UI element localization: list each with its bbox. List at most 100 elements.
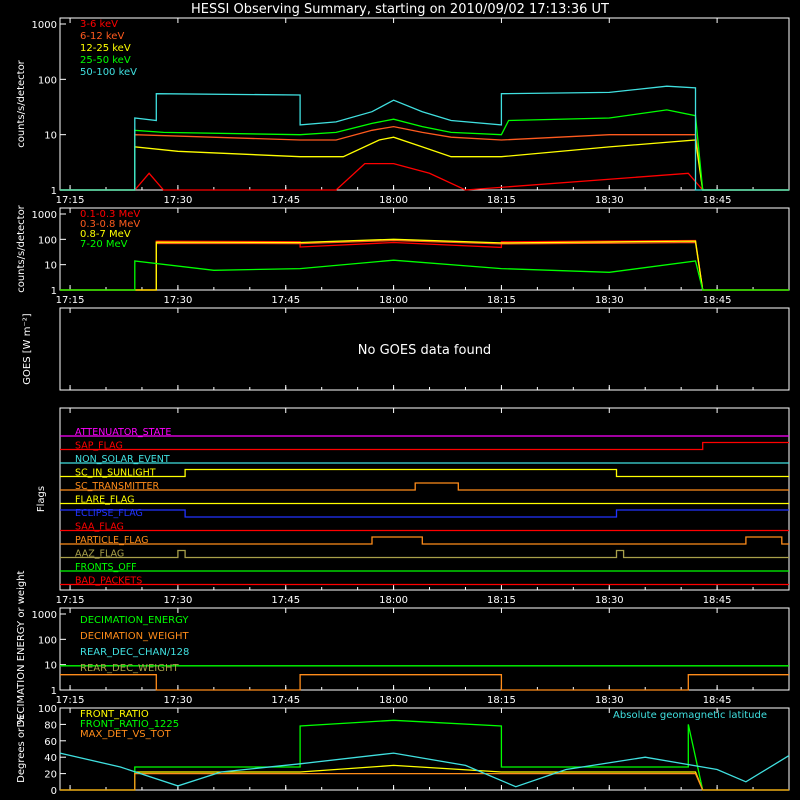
lo-energy-series-25-50-kev xyxy=(60,109,789,191)
flag-label: ATTENUATOR_STATE xyxy=(75,427,171,438)
hi-energy-series-7-20-mev xyxy=(60,259,789,291)
lo-energy-legend-entry: 25-50 keV xyxy=(80,55,131,66)
flags-xtick-label: 18:00 xyxy=(379,595,408,606)
flag-line-sc-transmitter xyxy=(60,482,789,491)
figure-title: HESSI Observing Summary, starting on 201… xyxy=(191,2,609,17)
ratio-series-max-det-vs-tot xyxy=(60,772,789,791)
hi-energy-xtick-label: 18:30 xyxy=(595,295,624,306)
flags-frame xyxy=(59,407,790,591)
lo-energy-xtick-label: 17:30 xyxy=(163,195,192,206)
decimation-xtick-label: 17:30 xyxy=(163,695,192,706)
hi-energy-xtick-label: 18:15 xyxy=(487,295,516,306)
ratio-ytick-label: 40 xyxy=(44,753,57,764)
decimation-xtick-label: 18:30 xyxy=(595,695,624,706)
ratio-ytick-label: 0 xyxy=(51,786,57,797)
lo-energy-legend-entry: 50-100 keV xyxy=(80,67,137,78)
flags-xtick-label: 18:30 xyxy=(595,595,624,606)
decimation-xtick-label: 17:15 xyxy=(56,695,85,706)
ratio-ylabel: Degrees or % xyxy=(16,715,27,783)
decimation-legend-entry: REAR_DEC_WEIGHT xyxy=(80,663,179,674)
lo-energy-legend-entry: 6-12 keV xyxy=(80,31,124,42)
hi-energy-xtick-label: 18:00 xyxy=(379,295,408,306)
flag-label: PARTICLE_FLAG xyxy=(75,535,148,546)
hi-energy-ylabel: counts/s/detector xyxy=(16,204,27,292)
ratio-series-front-ratio-1225 xyxy=(60,719,789,791)
lo-energy-ytick-label: 1 xyxy=(51,186,57,197)
lo-energy-series-12-25-kev xyxy=(60,136,789,191)
hi-energy-series-0-8-7-mev xyxy=(60,238,789,291)
decimation-xtick-label: 17:45 xyxy=(271,695,300,706)
flag-label: NON_SOLAR_EVENT xyxy=(75,454,170,465)
hi-energy-legend-entry: 0.1-0.3 MeV xyxy=(80,209,140,220)
flags-xtick-label: 17:15 xyxy=(56,595,85,606)
decimation-ytick-label: 10 xyxy=(44,661,57,672)
lo-energy-series-6-12-kev xyxy=(60,125,789,191)
ratio-legend-entry: FRONT_RATIO_1225 xyxy=(80,719,179,730)
lo-energy-ylabel: counts/s/detector xyxy=(16,59,27,147)
lo-energy-xtick-label: 17:45 xyxy=(271,195,300,206)
lo-energy-xtick-label: 18:45 xyxy=(703,195,732,206)
lo-energy-ytick-label: 100 xyxy=(38,75,57,86)
flag-label: FRONTS_OFF xyxy=(75,562,137,573)
hi-energy-ytick-label: 1 xyxy=(51,286,57,297)
goes-message: No GOES data found xyxy=(358,343,491,358)
flag-label: SAP_FLAG xyxy=(75,441,123,452)
flags-xtick-label: 18:15 xyxy=(487,595,516,606)
ratio-right-label: Absolute geomagnetic latitude xyxy=(613,710,767,721)
lo-energy-frame xyxy=(59,17,790,191)
ratio-frame xyxy=(59,707,790,791)
ratio-ytick-label: 60 xyxy=(44,737,57,748)
goes-ylabel: GOES [W m⁻²] xyxy=(22,313,33,384)
flag-label: SAA_FLAG xyxy=(75,522,124,533)
decimation-xtick-label: 18:15 xyxy=(487,695,516,706)
hi-energy-xtick-label: 17:15 xyxy=(56,295,85,306)
lo-energy-legend-entry: 3-6 keV xyxy=(80,19,118,30)
hi-energy-frame xyxy=(59,207,790,291)
decimation-legend-entry: REAR_DEC_CHAN/128 xyxy=(80,647,189,658)
decimation-xtick-label: 18:00 xyxy=(379,695,408,706)
decimation-ytick-label: 1 xyxy=(51,686,57,697)
hi-energy-ytick-label: 10 xyxy=(44,261,57,272)
flag-line-particle-flag xyxy=(60,536,789,545)
flag-label: BAD_PACKETS xyxy=(75,576,142,587)
goes-frame xyxy=(59,307,790,391)
flags-ylabel: Flags xyxy=(36,486,47,512)
lo-energy-ytick-label: 1000 xyxy=(32,20,57,31)
flag-line-sap-flag xyxy=(60,441,789,451)
flag-label: AAZ_FLAG xyxy=(75,549,124,560)
hi-energy-legend-entry: 0.3-0.8 MeV xyxy=(80,219,140,230)
ratio-ytick-label: 80 xyxy=(44,720,57,731)
flags-xtick-label: 17:30 xyxy=(163,595,192,606)
ratio-series-absolute-geomagnetic-latitude xyxy=(59,752,790,788)
decimation-legend-entry: DECIMATION_WEIGHT xyxy=(80,631,189,642)
decimation-frame xyxy=(59,607,790,691)
decimation-series-decimation-weight xyxy=(60,674,789,691)
ratio-ytick-label: 20 xyxy=(44,770,57,781)
flag-line-aaz-flag xyxy=(60,549,789,559)
hi-energy-xtick-label: 17:45 xyxy=(271,295,300,306)
hi-energy-legend-entry: 0.8-7 MeV xyxy=(80,229,131,240)
ratio-ytick-label: 100 xyxy=(38,704,57,715)
flags-xtick-label: 17:45 xyxy=(271,595,300,606)
hi-energy-ytick-label: 1000 xyxy=(32,210,57,221)
lo-energy-series-50-100-kev xyxy=(60,85,789,191)
ratio-legend-entry: MAX_DET_VS_TOT xyxy=(80,729,172,740)
lo-energy-legend-entry: 12-25 keV xyxy=(80,43,131,54)
flag-line-sc-in-sunlight xyxy=(60,468,789,478)
flag-line-eclipse-flag xyxy=(60,509,789,518)
hi-energy-xtick-label: 17:30 xyxy=(163,295,192,306)
lo-energy-xtick-label: 18:00 xyxy=(379,195,408,206)
decimation-ytick-label: 1000 xyxy=(32,610,57,621)
lo-energy-series-3-6-kev xyxy=(60,162,789,191)
flags-xtick-label: 18:45 xyxy=(703,595,732,606)
decimation-ylabel: DECIMATION ENERGY or weight xyxy=(16,570,27,727)
decimation-ytick-label: 100 xyxy=(38,635,57,646)
flag-label: SC_TRANSMITTER xyxy=(75,481,160,492)
hi-energy-ytick-label: 100 xyxy=(38,235,57,246)
lo-energy-xtick-label: 18:15 xyxy=(487,195,516,206)
flag-label: ECLIPSE_FLAG xyxy=(75,508,143,519)
flag-label: SC_IN_SUNLIGHT xyxy=(75,468,156,479)
decimation-legend-entry: DECIMATION_ENERGY xyxy=(80,615,189,626)
flag-label: FLARE_FLAG xyxy=(75,495,135,506)
